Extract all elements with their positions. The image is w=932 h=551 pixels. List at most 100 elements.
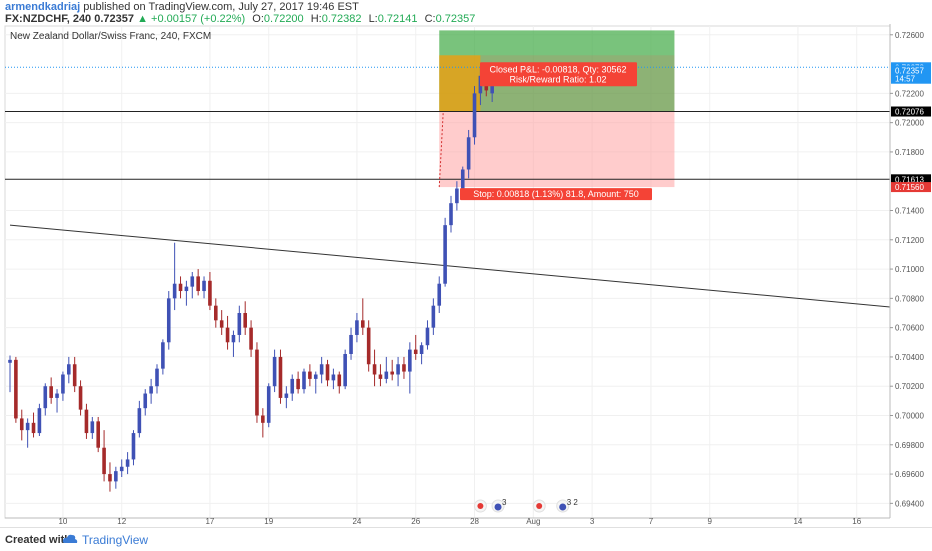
price-tick-label: 0.72200 — [895, 89, 924, 98]
time-tick-label: 14 — [793, 517, 802, 526]
price-marker-bg — [891, 73, 931, 84]
candle-body — [196, 276, 200, 292]
time-tick-label: 3 — [590, 517, 595, 526]
candle-body — [266, 386, 271, 423]
price-tick-label: 0.70600 — [895, 324, 924, 333]
price-marker-bg — [891, 106, 931, 117]
price-tick-label: 0.71000 — [895, 265, 924, 274]
candle-body — [302, 371, 306, 390]
time-tick-label: 10 — [58, 517, 67, 526]
price-chart[interactable]: Closed P&L: -0.00818, Qty: 30562Risk/Rew… — [0, 24, 932, 527]
candle-body — [278, 356, 283, 398]
candle-body — [396, 364, 400, 375]
candle-body — [378, 374, 383, 379]
symbol-line: FX:NZDCHF, 240 0.72357 ▲ +0.00157 (+0.22… — [5, 13, 475, 25]
time-tick-label: Aug — [526, 517, 540, 526]
candle-body — [202, 280, 206, 292]
symbol: FX:NZDCHF, 240 — [5, 13, 92, 25]
price-marker-bg — [891, 174, 931, 185]
price-tick-label: 0.69600 — [895, 470, 924, 479]
price-tick-label: 0.70800 — [895, 294, 924, 303]
candle-body — [25, 422, 30, 431]
candle-body — [37, 408, 42, 434]
candle-body — [261, 415, 265, 423]
tradingview-logo-text[interactable]: TradingView — [82, 533, 149, 547]
candle-body — [19, 418, 24, 431]
candle-body — [319, 364, 324, 375]
price-marker-label: 0.71613 — [895, 175, 924, 184]
trend-line — [9, 224, 893, 308]
candle-body — [272, 356, 277, 387]
candle-body — [237, 313, 242, 335]
entry-marker — [438, 111, 444, 188]
candle-body — [366, 327, 371, 365]
candle-body — [431, 305, 436, 328]
candle-body — [355, 320, 359, 335]
price-axis[interactable]: 0.72600 0.72200 0.72000 0.71800 0.71400 0.712… — [889, 24, 932, 526]
candle-body — [61, 374, 65, 394]
candle-body — [119, 466, 124, 472]
candle-body — [190, 276, 195, 287]
candle-body — [184, 286, 189, 292]
candle-body — [208, 280, 212, 306]
candle-body — [84, 409, 89, 434]
candle-body — [225, 327, 230, 343]
event-markers[interactable]: 3 3 2 — [473, 498, 579, 513]
low-label: L: — [368, 13, 378, 25]
up-triangle-icon: ▲ — [137, 13, 148, 25]
candle-body — [161, 342, 165, 369]
candle-body — [8, 359, 12, 363]
candle-body — [361, 320, 365, 328]
open-value: 0.72200 — [263, 13, 304, 25]
candle-body — [249, 327, 253, 350]
time-tick-label: 26 — [411, 517, 420, 526]
time-tick-label: 17 — [205, 517, 214, 526]
candle-body — [331, 374, 336, 381]
price-marker-label: 0.72357 — [895, 66, 924, 75]
time-tick-label: 28 — [470, 517, 479, 526]
high-value: 0.72382 — [321, 13, 362, 25]
candle-body — [290, 378, 295, 394]
candle-body — [78, 386, 83, 410]
candle-body — [72, 364, 77, 387]
event-flag-dot — [536, 503, 543, 509]
last-price: 0.72357 — [94, 13, 135, 25]
candle-body — [408, 349, 412, 372]
high-label: H: — [310, 13, 322, 25]
low-value: 0.72141 — [377, 13, 418, 25]
tradingview-cloud-icon — [62, 534, 78, 543]
candle-body — [178, 283, 183, 292]
closed-pl-bg — [480, 62, 637, 87]
candle-body — [114, 471, 118, 482]
stop-text-bg — [460, 188, 652, 201]
candle-body — [313, 374, 318, 379]
author-link[interactable]: armendkadriaj — [5, 1, 81, 13]
candle-body — [166, 298, 171, 343]
candle-body — [102, 447, 106, 475]
candle-body — [466, 137, 471, 170]
price-tick-label: 0.69800 — [895, 441, 924, 450]
event-count: 3 — [502, 498, 507, 507]
price-tick-label: 0.69400 — [895, 499, 924, 508]
candle-body — [219, 320, 224, 328]
trade-markers: Closed P&L: -0.00818, Qty: 30562Risk/Rew… — [438, 62, 652, 201]
candle-body — [55, 393, 59, 398]
price-change: +0.00157 (+0.22%) — [151, 13, 246, 25]
price-marker-bg — [891, 65, 931, 76]
candle-body — [425, 327, 430, 346]
candle-body — [455, 188, 459, 204]
candle-body — [413, 349, 418, 354]
drawing-lines[interactable] — [5, 66, 893, 308]
price-tick-label: 0.71200 — [895, 236, 924, 245]
time-axis[interactable]: 10 12 17 19 24 26 28 Aug 3 7 9 14 16 — [5, 517, 890, 526]
price-tick-label: 0.72600 — [895, 31, 924, 40]
price-tick-label: 0.71800 — [895, 148, 924, 157]
time-tick-label: 7 — [649, 517, 654, 526]
event-count: 3 2 — [567, 498, 579, 507]
candle-body — [31, 422, 36, 434]
candle-body — [472, 93, 477, 138]
footer: Created with TradingView — [0, 527, 932, 551]
candle-body — [372, 364, 377, 375]
candle-body — [137, 408, 142, 434]
time-tick-label: 9 — [707, 517, 712, 526]
